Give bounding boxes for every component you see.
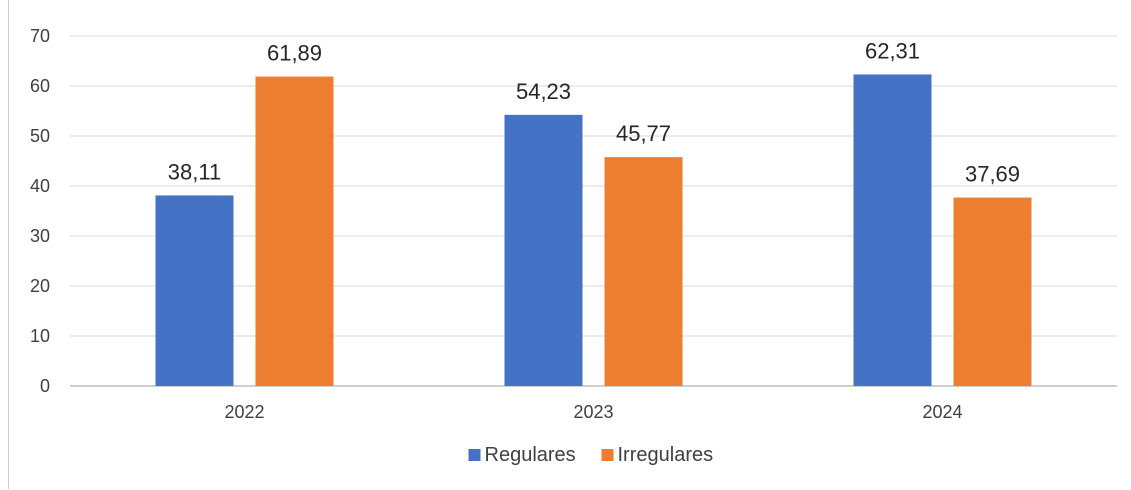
bar-regulares	[155, 195, 234, 386]
x-tick-label: 2024	[922, 402, 962, 422]
bar-irregulares	[604, 157, 683, 386]
y-tick-label: 10	[30, 326, 50, 346]
data-label: 54,23	[516, 79, 571, 104]
y-tick-label: 60	[30, 76, 50, 96]
bar-irregulares	[255, 76, 334, 387]
legend-swatch-regulares	[468, 449, 481, 461]
data-label: 61,89	[267, 41, 322, 66]
legend-swatch-irregulares	[601, 449, 614, 461]
x-tick-label: 2022	[224, 402, 264, 422]
data-label: 45,77	[616, 121, 671, 146]
y-tick-label: 40	[30, 176, 50, 196]
data-label: 37,69	[965, 162, 1020, 187]
y-tick-label: 70	[30, 26, 50, 46]
y-tick-label: 50	[30, 126, 50, 146]
x-tick-label: 2023	[573, 402, 613, 422]
bar-irregulares	[953, 197, 1032, 386]
y-tick-label: 30	[30, 226, 50, 246]
bar-regulares	[853, 74, 932, 386]
chart-frame	[8, 0, 1130, 489]
bar-regulares	[504, 114, 583, 386]
y-tick-label: 0	[40, 376, 50, 396]
legend-label: Irregulares	[618, 444, 714, 466]
data-label: 38,11	[168, 159, 221, 184]
y-tick-label: 20	[30, 276, 50, 296]
legend-label: Regulares	[485, 444, 576, 466]
data-label: 62,31	[865, 38, 920, 63]
